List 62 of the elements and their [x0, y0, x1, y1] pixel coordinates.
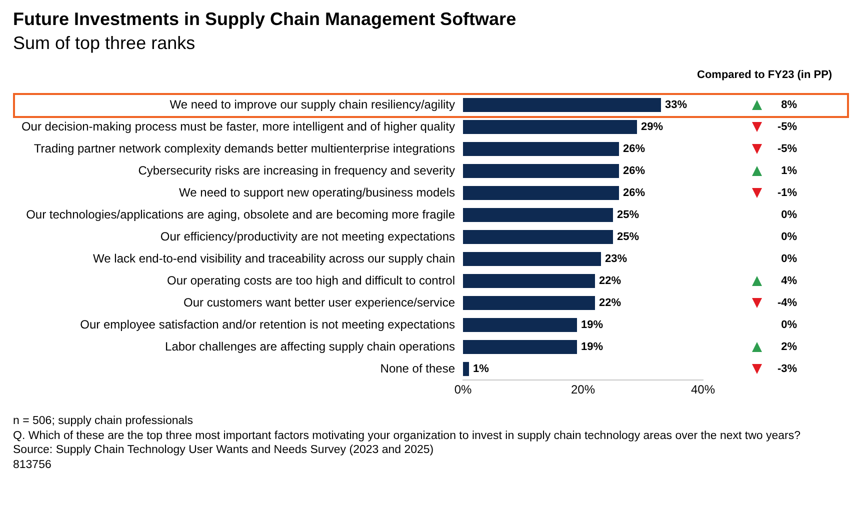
bar	[463, 164, 619, 178]
bar	[463, 296, 595, 310]
data-label: 26%	[623, 187, 646, 200]
data-label: 25%	[617, 209, 640, 222]
x-tick-label: 0%	[454, 382, 472, 397]
data-label: -3%	[777, 362, 797, 376]
bar	[463, 186, 619, 200]
data-label: 22%	[599, 297, 622, 310]
y-tick-label: Cybersecurity risks are increasing in frequency and severity	[138, 163, 455, 178]
y-tick-label: Our efficiency/productivity are not meeting expectations	[160, 229, 455, 244]
bar	[463, 208, 613, 222]
data-label: 8%	[781, 98, 797, 112]
text: 813756	[13, 458, 52, 472]
bar	[463, 142, 619, 156]
data-label: 23%	[605, 253, 628, 266]
data-label: 1%	[473, 363, 490, 376]
data-label: 4%	[781, 274, 797, 288]
x-tick-label: 20%	[570, 382, 596, 397]
y-tick-label: Our decision-making process must be faster, more intelligent and of higher quality	[21, 119, 455, 134]
y-tick-label: We need to improve our supply chain resiliency/agility	[170, 97, 455, 112]
y-tick-label: We need to support new operating/business models	[179, 185, 455, 200]
text: Sum of top three ranks	[13, 33, 196, 54]
bar	[463, 340, 577, 354]
text: Compared to FY23 (in PP)	[697, 69, 832, 81]
data-label: -5%	[777, 142, 797, 156]
y-tick-label: Our operating costs are too high and difficult to control	[167, 273, 455, 288]
y-tick-label: Trading partner network complexity demands better multienterprise integrations	[34, 141, 455, 156]
data-label: 26%	[623, 165, 646, 178]
bar	[463, 318, 577, 332]
data-label: 26%	[623, 143, 646, 156]
text: Future Investments in Supply Chain Management Software	[13, 9, 516, 30]
bar	[463, 120, 637, 134]
data-label: 1%	[781, 164, 797, 178]
bar	[463, 362, 469, 376]
data-label: 0%	[781, 208, 797, 222]
y-tick-label: We lack end-to-end visibility and traceability across our supply chain	[93, 251, 455, 266]
bar	[463, 252, 601, 266]
data-label: 19%	[581, 341, 604, 354]
data-label: -5%	[777, 120, 797, 134]
bar	[463, 230, 613, 244]
data-label: 0%	[781, 318, 797, 332]
text: Q. Which of these are the top three most important factors motivating your organization to invest in supply chain technology areas over the next two years?	[13, 428, 801, 443]
data-label: -4%	[777, 296, 797, 310]
y-tick-label: Labor challenges are affecting supply chain operations	[165, 339, 455, 354]
x-tick-label: 40%	[690, 382, 716, 397]
source-note: Source: Supply Chain Technology User Wants and Needs Survey (2023 and 2025)	[13, 443, 435, 458]
y-tick-label: None of these	[380, 361, 456, 376]
y-tick-label: Our technologies/applications are aging, obsolete and are becoming more fragile	[26, 207, 456, 222]
data-label: 25%	[617, 231, 640, 244]
data-label: 29%	[641, 121, 664, 134]
data-label: 33%	[665, 99, 688, 112]
data-label: 0%	[781, 230, 797, 244]
bar	[463, 98, 661, 112]
y-tick-label: Our customers want better user experience/service	[184, 295, 456, 310]
data-label: 22%	[599, 275, 622, 288]
data-label: 0%	[781, 252, 797, 266]
bar	[463, 274, 595, 288]
text: n = 506; supply chain professionals	[13, 414, 194, 428]
y-tick-label: Our employee satisfaction and/or retention is not meeting expectations	[80, 317, 455, 332]
data-label: -1%	[777, 186, 797, 200]
data-label: 19%	[581, 319, 604, 332]
data-label: 2%	[781, 340, 797, 354]
